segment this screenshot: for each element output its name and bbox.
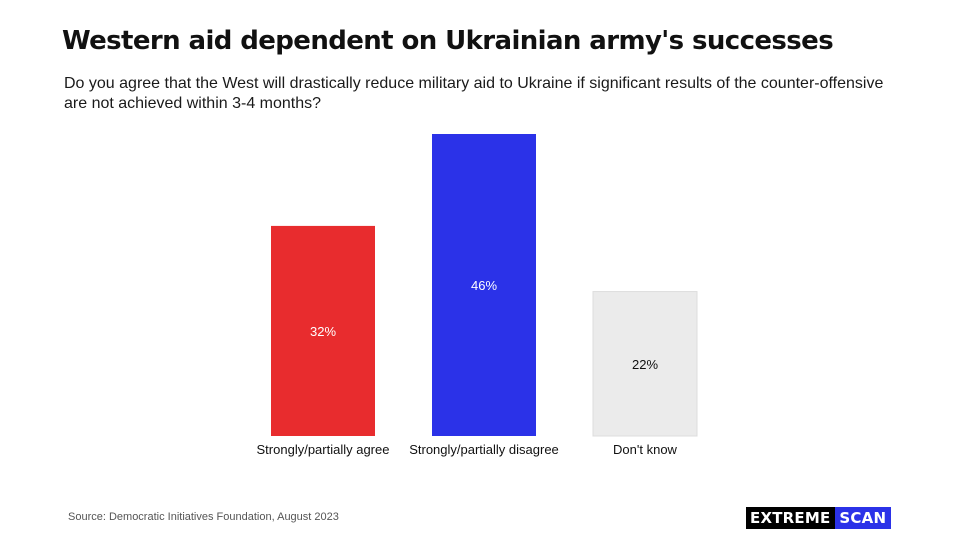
logo-scan: SCAN (835, 507, 892, 529)
source-note: Source: Democratic Initiatives Foundatio… (68, 511, 339, 523)
logo-extreme: EXTREME (746, 507, 836, 529)
bar-2 (432, 134, 536, 436)
data-label-2: 46% (471, 278, 497, 293)
bar-1 (271, 225, 375, 436)
data-label-1: 32% (310, 324, 336, 339)
chart-subtitle: Do you agree that the West will drastica… (64, 75, 884, 112)
category-label-3: Don't know (613, 442, 678, 457)
category-label-2: Strongly/partially disagree (409, 442, 559, 457)
data-label-3: 22% (632, 357, 658, 372)
extremescan-logo: EXTREME SCAN (746, 507, 892, 529)
chart-title: Western aid dependent on Ukrainian army'… (62, 26, 834, 56)
bar-3 (592, 291, 698, 437)
category-label-1: Strongly/partially agree (257, 442, 390, 457)
